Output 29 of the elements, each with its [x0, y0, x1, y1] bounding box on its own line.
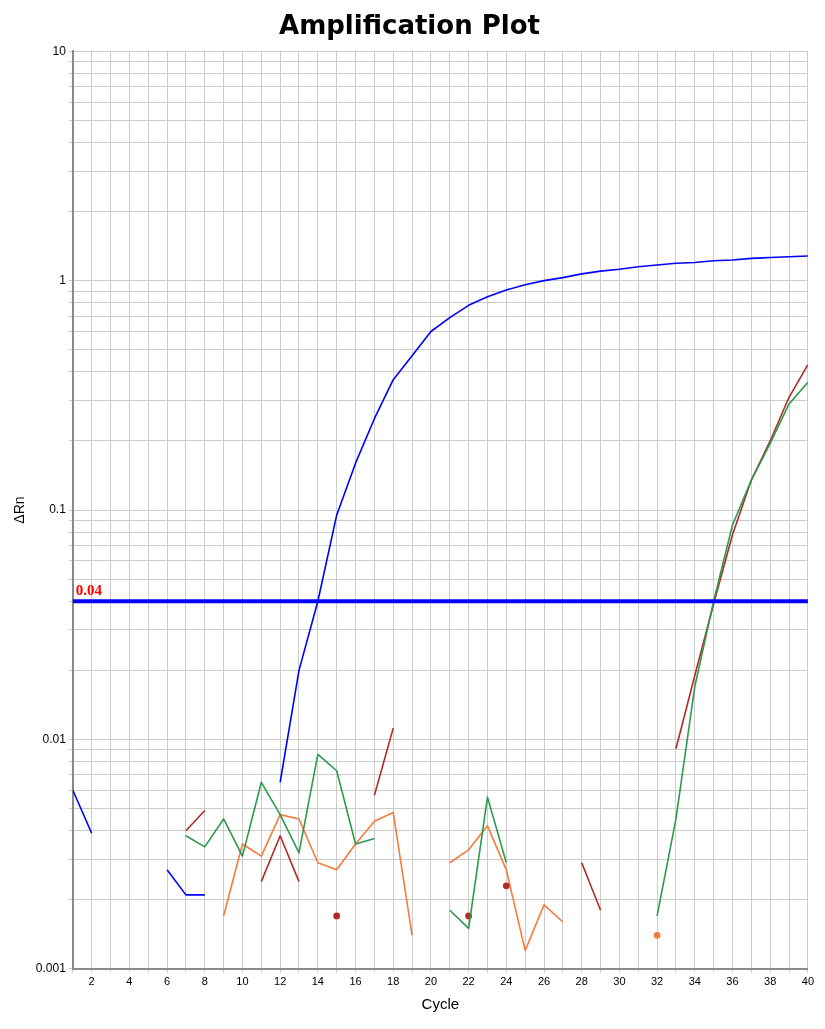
x-tick-label: 2 — [88, 975, 95, 988]
y-tick-label: 0.01 — [42, 731, 67, 746]
x-tick-label: 14 — [311, 975, 324, 988]
y-tick-label: 0.1 — [49, 502, 67, 517]
y-tick-label: 10 — [52, 43, 67, 58]
x-tick-label: 8 — [201, 975, 208, 988]
x-tick-label: 26 — [537, 975, 551, 988]
x-tick-label: 12 — [274, 975, 287, 988]
x-tick-label: 10 — [236, 975, 249, 988]
chart-title: Amplification Plot — [279, 10, 540, 41]
x-tick-label: 32 — [650, 975, 664, 988]
x-tick-label: 24 — [500, 975, 513, 988]
x-tick-label: 16 — [349, 975, 362, 988]
x-tick-label: 6 — [164, 975, 171, 988]
ref-line-label: 0.04 — [75, 581, 103, 598]
x-tick-label: 36 — [726, 975, 739, 988]
x-tick-label: 30 — [613, 975, 626, 988]
x-tick-label: 20 — [424, 975, 438, 988]
y-axis-title: ΔRn — [11, 496, 28, 524]
x-tick-label: 18 — [387, 975, 400, 988]
x-tick-label: 34 — [688, 975, 701, 988]
x-tick-label: 4 — [126, 975, 133, 988]
x-tick-label: 22 — [462, 975, 475, 988]
x-tick-label: 40 — [801, 975, 815, 988]
x-tick-label: 28 — [575, 975, 588, 988]
y-tick-label: 0.001 — [35, 961, 67, 976]
x-axis-title: Cycle — [421, 995, 460, 1013]
y-tick-label: 1 — [59, 272, 67, 287]
x-tick-label: 38 — [764, 975, 777, 988]
